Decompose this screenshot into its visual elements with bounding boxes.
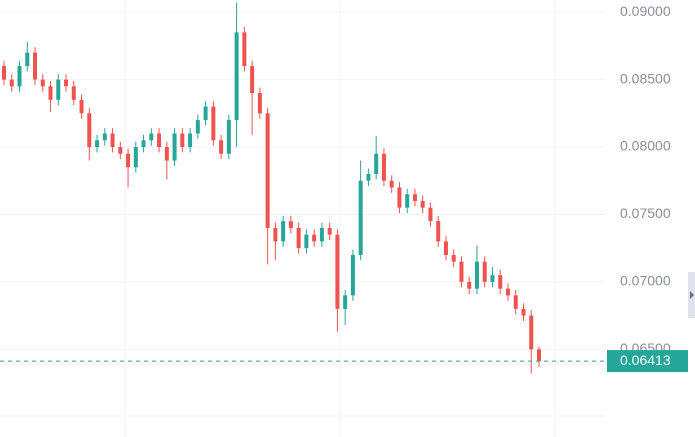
- candle-body: [405, 194, 410, 208]
- candle-body: [126, 153, 131, 168]
- candle-body: [397, 187, 402, 208]
- candle-body: [149, 133, 154, 141]
- candle-body: [25, 52, 30, 67]
- candle-body: [529, 315, 534, 350]
- candle-body: [389, 180, 394, 188]
- candle-body: [118, 147, 123, 154]
- candle-body: [428, 207, 433, 222]
- last-price-label: 0.06413: [620, 352, 671, 368]
- candle-body: [474, 261, 479, 289]
- candle-body: [327, 227, 332, 235]
- candle-body: [9, 79, 14, 87]
- candle-body: [343, 295, 348, 309]
- candle-body: [505, 288, 510, 296]
- candle-body: [56, 79, 61, 100]
- candle-body: [219, 140, 224, 154]
- candle-body: [498, 275, 503, 289]
- candle-body: [288, 221, 293, 228]
- candle-body: [2, 66, 6, 80]
- candle-body: [71, 86, 76, 100]
- candle-body: [312, 234, 317, 242]
- candle-body: [180, 133, 185, 148]
- y-tick-label: 0.08000: [620, 138, 671, 154]
- candle-body: [420, 200, 425, 208]
- candle-body: [374, 153, 379, 174]
- candle-body: [296, 227, 301, 249]
- candle-body: [195, 120, 200, 134]
- candle-body: [467, 281, 472, 289]
- candle-body: [110, 133, 115, 148]
- candle-body: [281, 221, 286, 242]
- candle-body: [319, 227, 324, 242]
- candle-body: [157, 133, 162, 148]
- candle-body: [95, 140, 100, 148]
- candle-body: [226, 120, 231, 154]
- candle-body: [273, 227, 278, 242]
- candle-body: [17, 66, 22, 87]
- candle-body: [358, 180, 363, 255]
- candle-body: [33, 52, 38, 80]
- candle-body: [172, 133, 177, 161]
- candle-body: [203, 106, 208, 121]
- candle-body: [490, 275, 495, 282]
- candle-body: [436, 221, 441, 242]
- candle-body: [304, 234, 309, 249]
- candle-body: [79, 99, 84, 114]
- side-toggle-arrow: [690, 291, 694, 299]
- candle-body: [250, 66, 255, 94]
- candle-body: [350, 254, 355, 296]
- grid: [0, 0, 605, 437]
- candle-body: [133, 147, 138, 168]
- candle-body: [234, 32, 239, 121]
- candle-body: [102, 133, 107, 141]
- candle-body: [40, 79, 45, 87]
- last-price-box: [607, 350, 688, 373]
- candle-body: [451, 254, 456, 262]
- candle-body: [513, 295, 518, 309]
- candles: [2, 2, 541, 374]
- candle-body: [87, 113, 92, 148]
- price-axis: 0.090000.085000.080000.075000.070000.065…: [0, 3, 688, 373]
- candle-body: [48, 86, 53, 100]
- candle-body: [64, 79, 69, 87]
- candle-body: [482, 261, 487, 282]
- candle-body: [164, 147, 169, 161]
- candle-body: [141, 140, 146, 148]
- candle-body: [265, 113, 270, 228]
- y-tick-label: 0.07500: [620, 205, 671, 221]
- candle-body: [537, 349, 541, 362]
- candle-body: [188, 133, 193, 148]
- candle-body: [381, 153, 386, 181]
- candle-body: [242, 32, 247, 67]
- candle-body: [443, 241, 448, 255]
- candle-body: [211, 106, 216, 141]
- candle-body: [521, 308, 526, 316]
- candle-body: [412, 194, 417, 201]
- y-tick-label: 0.07000: [620, 273, 671, 289]
- candle-body: [257, 93, 262, 114]
- y-tick-label: 0.08500: [620, 70, 671, 86]
- candle-body: [459, 261, 464, 282]
- candle-body: [335, 234, 340, 309]
- y-tick-label: 0.09000: [620, 3, 671, 19]
- candle-body: [366, 173, 371, 181]
